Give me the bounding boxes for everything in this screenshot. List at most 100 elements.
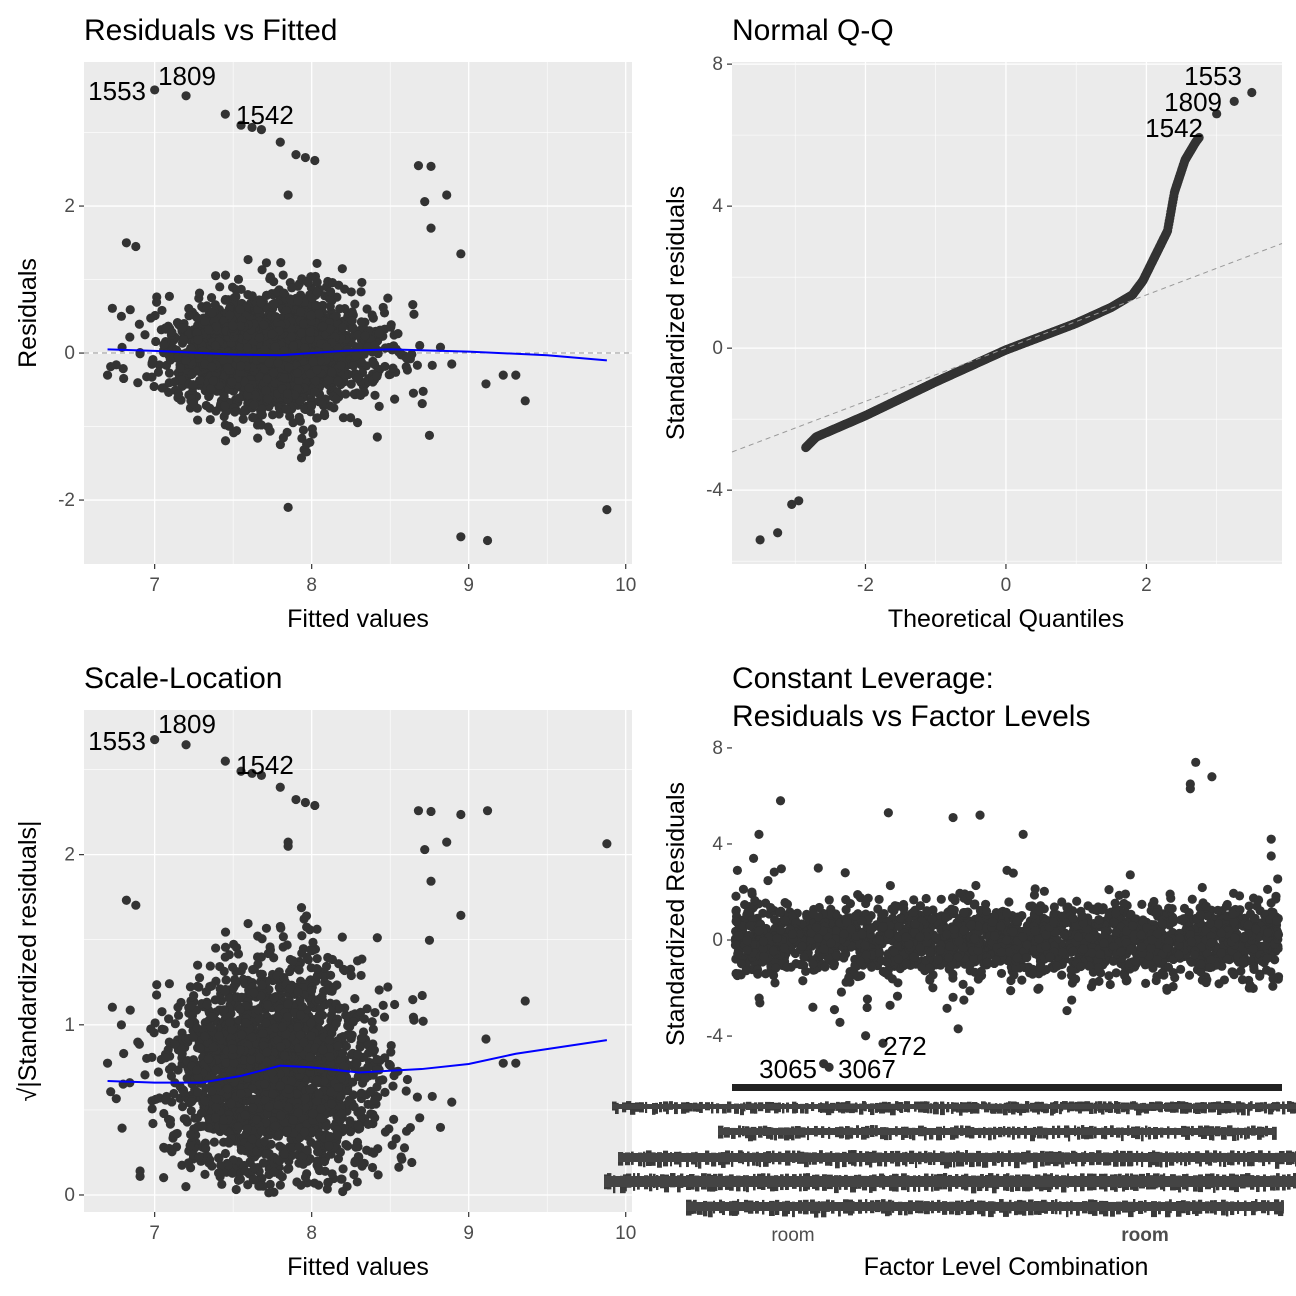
data-point <box>253 433 263 443</box>
data-point <box>265 945 276 955</box>
data-point <box>161 1095 171 1105</box>
data-point <box>315 355 326 366</box>
data-point <box>338 1186 348 1197</box>
data-point <box>181 91 191 101</box>
data-point <box>318 300 328 310</box>
data-point <box>362 304 372 314</box>
x-tick-label: 8 <box>306 575 317 596</box>
data-point <box>189 398 199 409</box>
data-point <box>296 903 307 913</box>
data-point <box>397 1154 407 1164</box>
data-point <box>151 1094 161 1104</box>
data-point <box>233 274 244 284</box>
data-point <box>200 1031 210 1041</box>
data-point <box>326 970 336 980</box>
data-point <box>312 413 322 423</box>
data-point <box>294 375 304 386</box>
data-point <box>412 1092 422 1102</box>
data-point <box>118 364 128 374</box>
data-point <box>305 334 315 344</box>
y-tick-label: 0 <box>64 343 75 364</box>
data-point <box>511 370 521 380</box>
data-point <box>167 327 177 337</box>
data-point <box>312 287 322 297</box>
data-point <box>164 979 174 989</box>
data-point <box>338 413 349 423</box>
data-point <box>379 1012 390 1022</box>
data-point <box>293 1107 303 1118</box>
data-point <box>270 342 280 352</box>
data-point <box>225 310 235 320</box>
data-point <box>409 309 419 319</box>
y-tick-label: 0 <box>712 338 723 359</box>
data-point <box>220 109 230 119</box>
data-point <box>125 1005 135 1015</box>
data-point <box>133 378 143 388</box>
data-point <box>161 1053 171 1063</box>
data-point <box>186 1001 196 1011</box>
panel3-xlabel: Fitted values <box>287 1253 429 1281</box>
data-point <box>273 358 283 368</box>
data-point <box>384 1124 394 1134</box>
data-point <box>427 360 437 370</box>
data-point <box>219 391 229 402</box>
data-point <box>207 362 217 372</box>
data-point <box>140 1070 150 1080</box>
data-point <box>154 360 165 370</box>
data-point <box>121 238 131 248</box>
data-point <box>147 372 157 382</box>
data-point <box>261 385 271 396</box>
data-point <box>224 421 234 431</box>
data-point <box>298 1159 308 1169</box>
data-point <box>257 410 267 420</box>
panel2-ylabel: Standardized residuals <box>662 186 690 440</box>
panel4-title-line1: Constant Leverage: <box>732 662 994 695</box>
data-point <box>195 375 205 386</box>
data-point <box>309 1178 320 1188</box>
data-point <box>374 401 384 411</box>
panel-background <box>84 62 632 564</box>
data-point <box>456 249 466 259</box>
data-point <box>301 447 312 457</box>
data-point <box>370 1007 380 1018</box>
data-point <box>159 1025 169 1035</box>
y-tick-label: -4 <box>706 480 723 501</box>
data-point <box>1229 96 1239 107</box>
data-point <box>244 383 254 393</box>
data-point <box>165 1119 175 1129</box>
data-point <box>345 413 356 423</box>
data-point <box>184 328 194 339</box>
data-point <box>303 955 313 965</box>
data-point <box>321 342 332 352</box>
data-point <box>282 388 293 399</box>
data-point <box>220 436 231 446</box>
data-point <box>164 368 175 378</box>
panel3-ylabel: √|Standardized residuals| <box>14 820 42 1101</box>
data-point <box>147 357 157 368</box>
panel2-title: Normal Q-Q <box>732 14 894 47</box>
data-point <box>312 953 322 964</box>
data-point <box>288 956 298 966</box>
data-point <box>275 1081 285 1091</box>
data-point <box>170 1019 180 1029</box>
data-point <box>773 528 783 538</box>
data-point <box>435 342 446 352</box>
data-point <box>170 377 180 387</box>
data-point <box>356 287 366 297</box>
data-point <box>205 414 215 425</box>
panel3-title: Scale-Location <box>84 662 282 695</box>
data-point <box>351 351 361 361</box>
panel1-xlabel: Fitted values <box>287 605 429 633</box>
data-point <box>370 1095 380 1105</box>
data-point <box>254 332 265 343</box>
data-point <box>305 369 315 379</box>
data-point <box>152 980 162 990</box>
data-point <box>151 990 162 1000</box>
data-point <box>380 1087 390 1097</box>
data-point <box>176 997 186 1008</box>
data-point <box>247 122 257 133</box>
data-point <box>327 367 337 377</box>
y-tick-label: 2 <box>64 845 75 866</box>
data-point <box>153 367 164 377</box>
